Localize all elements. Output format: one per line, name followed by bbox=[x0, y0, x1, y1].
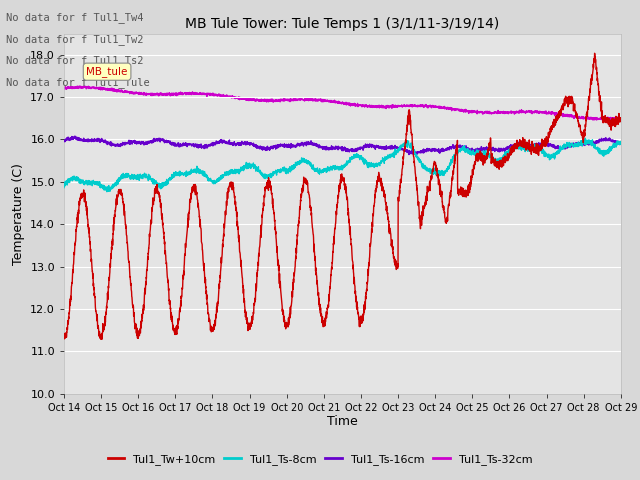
Tul1_Ts-16cm bbox=[157, 137, 164, 143]
Tul1_Ts-16cm bbox=[71, 133, 79, 139]
Tul1_Ts-32cm bbox=[274, 98, 282, 104]
Tul1_Tw+10cm bbox=[157, 200, 164, 206]
Tul1_Ts-8cm bbox=[60, 185, 68, 191]
Tul1_Ts-16cm bbox=[298, 140, 306, 146]
Tul1_Ts-32cm bbox=[76, 83, 84, 89]
Text: No data for f Tul1_Tw2: No data for f Tul1_Tw2 bbox=[6, 34, 144, 45]
Tul1_Ts-8cm bbox=[103, 189, 111, 194]
Tul1_Ts-8cm bbox=[606, 146, 614, 152]
Tul1_Ts-8cm bbox=[157, 186, 164, 192]
Line: Tul1_Tw+10cm: Tul1_Tw+10cm bbox=[64, 53, 621, 339]
Tul1_Ts-16cm bbox=[617, 140, 625, 145]
Tul1_Tw+10cm bbox=[298, 191, 306, 196]
Tul1_Tw+10cm bbox=[546, 128, 554, 134]
Tul1_Tw+10cm bbox=[591, 50, 598, 56]
Tul1_Ts-16cm bbox=[547, 141, 554, 146]
Tul1_Ts-32cm bbox=[617, 116, 625, 122]
Text: No data for f Tul1_Tw4: No data for f Tul1_Tw4 bbox=[6, 12, 144, 23]
Tul1_Ts-32cm bbox=[546, 110, 554, 116]
Tul1_Ts-8cm bbox=[298, 159, 306, 165]
Tul1_Ts-16cm bbox=[412, 152, 419, 157]
Legend: Tul1_Tw+10cm, Tul1_Ts-8cm, Tul1_Ts-16cm, Tul1_Ts-32cm: Tul1_Tw+10cm, Tul1_Ts-8cm, Tul1_Ts-16cm,… bbox=[103, 450, 537, 469]
Tul1_Tw+10cm bbox=[97, 336, 105, 342]
Tul1_Tw+10cm bbox=[60, 335, 68, 340]
Text: No data for f Tul1_Tule: No data for f Tul1_Tule bbox=[6, 77, 150, 88]
Tul1_Ts-32cm bbox=[609, 118, 616, 123]
Tul1_Tw+10cm bbox=[606, 118, 614, 124]
Tul1_Ts-16cm bbox=[60, 139, 68, 144]
Tul1_Ts-16cm bbox=[606, 137, 614, 143]
Tul1_Ts-8cm bbox=[546, 153, 554, 159]
Tul1_Ts-32cm bbox=[157, 90, 164, 96]
Tul1_Ts-16cm bbox=[124, 140, 132, 146]
Line: Tul1_Ts-16cm: Tul1_Ts-16cm bbox=[64, 136, 621, 155]
Tul1_Tw+10cm bbox=[124, 246, 132, 252]
Tul1_Ts-8cm bbox=[617, 142, 625, 147]
Tul1_Ts-32cm bbox=[60, 84, 68, 90]
Text: No data for f Tul1_Ts2: No data for f Tul1_Ts2 bbox=[6, 55, 144, 66]
Title: MB Tule Tower: Tule Temps 1 (3/1/11-3/19/14): MB Tule Tower: Tule Temps 1 (3/1/11-3/19… bbox=[185, 17, 500, 31]
Y-axis label: Temperature (C): Temperature (C) bbox=[12, 163, 25, 264]
Tul1_Ts-32cm bbox=[298, 97, 306, 103]
Text: MB_tule: MB_tule bbox=[86, 66, 128, 77]
Tul1_Ts-16cm bbox=[274, 143, 282, 148]
Line: Tul1_Ts-8cm: Tul1_Ts-8cm bbox=[64, 138, 621, 192]
Tul1_Ts-32cm bbox=[124, 89, 132, 95]
Tul1_Ts-8cm bbox=[582, 135, 589, 141]
Tul1_Ts-32cm bbox=[606, 115, 614, 121]
Tul1_Ts-8cm bbox=[124, 171, 132, 177]
X-axis label: Time: Time bbox=[327, 415, 358, 429]
Tul1_Tw+10cm bbox=[274, 260, 282, 266]
Tul1_Ts-8cm bbox=[274, 167, 282, 173]
Line: Tul1_Ts-32cm: Tul1_Ts-32cm bbox=[64, 86, 621, 120]
Tul1_Tw+10cm bbox=[617, 116, 625, 121]
